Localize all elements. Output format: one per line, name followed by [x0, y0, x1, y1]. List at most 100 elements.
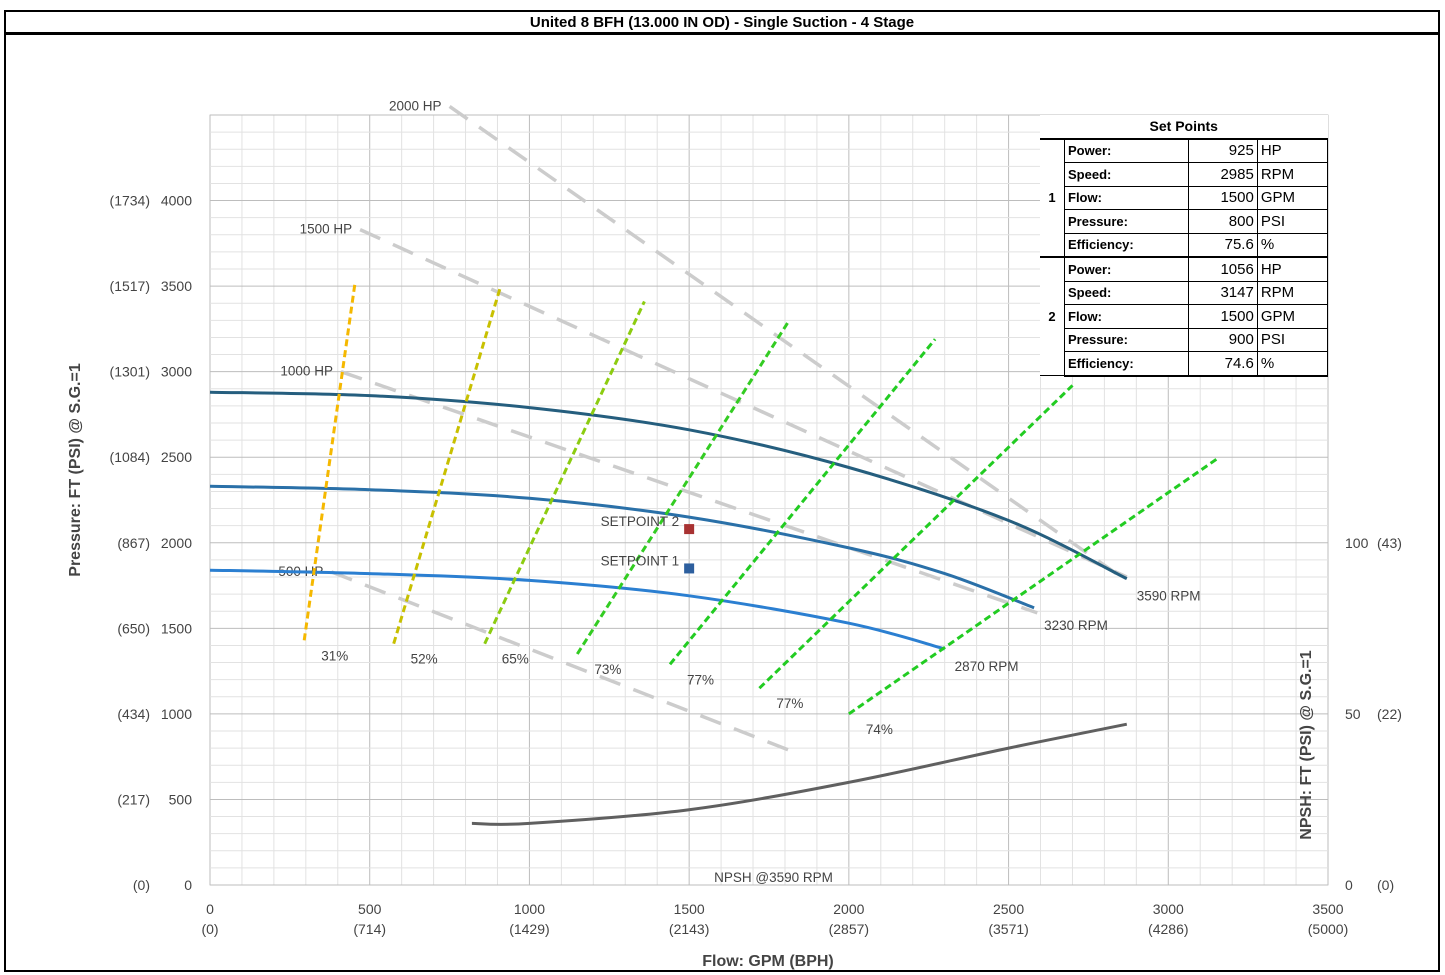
efficiency-line — [483, 300, 646, 645]
hp-line-label: 1500 HP — [300, 222, 353, 237]
speed-curve-label: 3590 RPM — [1137, 589, 1201, 604]
npsh-curve: NPSH @3590 RPM — [471, 722, 1128, 885]
y2-tick-sublabel: (0) — [1377, 877, 1394, 893]
x-tick-label: 2500 — [993, 901, 1024, 917]
set-point-value: 1500 — [1188, 185, 1258, 210]
hp-line — [359, 228, 1128, 579]
x-tick-sublabel: (4286) — [1148, 921, 1188, 937]
efficiency-line — [758, 384, 1074, 690]
x-tick-label: 1000 — [514, 901, 545, 917]
set-point-label: Speed: — [1064, 162, 1189, 187]
speed-curve — [209, 568, 946, 651]
x-tick-label: 3000 — [1153, 901, 1184, 917]
speed-curve — [209, 484, 1035, 610]
x-tick-sublabel: (0) — [201, 921, 218, 937]
speed-curve-label: 2870 RPM — [955, 659, 1019, 674]
efficiency-line-label: 65% — [502, 652, 529, 667]
set-points-row: Efficiency: 74.6% — [1040, 351, 1329, 377]
x-tick-sublabel: (1429) — [509, 921, 549, 937]
set-point-unit: RPM — [1256, 280, 1329, 305]
efficiency-line — [302, 280, 357, 641]
y-tick-sublabel: (650) — [117, 620, 150, 636]
x-tick-sublabel: (2143) — [669, 921, 709, 937]
set-point-unit: PSI — [1256, 209, 1329, 234]
setpoint-markers: SETPOINT 1 SETPOINT 2 — [601, 514, 695, 574]
set-point-unit: GPM — [1256, 185, 1329, 210]
x-tick-sublabel: (714) — [353, 921, 386, 937]
set-point-label: Flow: — [1064, 185, 1189, 210]
y-tick-label: 2000 — [161, 535, 192, 551]
set-point-unit: GPM — [1256, 304, 1329, 329]
set-point-unit: PSI — [1256, 327, 1329, 352]
x-tick-sublabel: (3571) — [988, 921, 1028, 937]
set-point-label: Speed: — [1064, 280, 1189, 305]
set-point-label: Pressure: — [1064, 209, 1189, 234]
y-tick-label: 500 — [169, 791, 193, 807]
y-axis-label: Pressure: FT (PSI) @ S.G.=1 — [67, 363, 84, 577]
speed-curve — [209, 390, 1128, 581]
setpoint-label: SETPOINT 1 — [601, 553, 680, 568]
y-tick-label: 4000 — [161, 193, 192, 209]
y2-tick-label: 50 — [1345, 706, 1361, 722]
npsh-line — [471, 722, 1128, 826]
efficiency-lines: 31% 52% 65% 73% 77% 77% 74% — [302, 280, 1221, 737]
set-point-label: Power: — [1064, 256, 1189, 282]
y-tick-label: 1500 — [161, 620, 192, 636]
y-tick-label: 1000 — [161, 706, 192, 722]
set-point-unit: % — [1256, 351, 1329, 377]
set-point-unit: % — [1256, 232, 1329, 258]
y-tick-label: 0 — [184, 877, 192, 893]
set-point-label: Pressure: — [1064, 327, 1189, 352]
set-point-unit: HP — [1256, 138, 1329, 163]
set-point-value: 1056 — [1188, 256, 1258, 282]
set-point-label: Power: — [1064, 138, 1189, 163]
set-point-value: 900 — [1188, 327, 1258, 352]
y-tick-sublabel: (1084) — [110, 449, 150, 465]
set-points-row: Speed: 3147 RPM — [1040, 280, 1329, 305]
efficiency-line-label: 52% — [411, 652, 438, 667]
set-points-row: 2 Power: 1056 HP — [1040, 256, 1329, 376]
y-tick-sublabel: (434) — [117, 706, 150, 722]
set-points-row: Efficiency: 75.6% — [1040, 232, 1329, 258]
set-point-group-id: 2 — [1040, 256, 1065, 376]
y2-tick-label: 100 — [1345, 535, 1369, 551]
set-point-value: 2985 — [1188, 162, 1258, 187]
set-point-unit: HP — [1256, 256, 1329, 282]
x-tick-label: 0 — [206, 901, 214, 917]
set-points-row: Flow: 1500 GPM — [1040, 185, 1329, 210]
setpoint-label: SETPOINT 2 — [601, 514, 680, 529]
efficiency-line-label: 74% — [866, 722, 893, 737]
x-tick-sublabel: (2857) — [829, 921, 869, 937]
set-point-value: 3147 — [1188, 280, 1258, 305]
set-points-row: Flow: 1500 GPM — [1040, 304, 1329, 329]
y-tick-sublabel: (1734) — [110, 193, 150, 209]
x-tick-sublabel: (5000) — [1308, 921, 1348, 937]
set-points-row: Pressure: 900 PSI — [1040, 327, 1329, 352]
set-point-label: Flow: — [1064, 304, 1189, 329]
hp-line — [340, 370, 1038, 615]
set-points-title: Set Points — [1040, 115, 1328, 140]
efficiency-line-label: 73% — [594, 662, 621, 677]
axis-ticks: 0(0)500(714)1000(1429)1500(2143)2000(285… — [110, 193, 1402, 937]
y-tick-sublabel: (217) — [117, 791, 150, 807]
efficiency-line-label: 77% — [776, 696, 803, 711]
x-tick-label: 500 — [358, 901, 382, 917]
set-points-row: Speed: 2985 RPM — [1040, 162, 1329, 187]
y2-axis-label: NPSH: FT (PSI) @ S.G.=1 — [1298, 650, 1315, 840]
set-point-value: 800 — [1188, 209, 1258, 234]
efficiency-line — [392, 285, 503, 645]
set-point-value: 925 — [1188, 138, 1258, 163]
x-tick-label: 3500 — [1312, 901, 1343, 917]
set-point-value: 1500 — [1188, 304, 1258, 329]
y-tick-label: 2500 — [161, 449, 192, 465]
hp-line-label: 1000 HP — [280, 364, 333, 379]
efficiency-line-label: 77% — [687, 672, 714, 687]
y-tick-sublabel: (1301) — [110, 364, 150, 380]
speed-curve-label: 3230 RPM — [1044, 618, 1108, 633]
y2-tick-sublabel: (43) — [1377, 535, 1402, 551]
y-tick-label: 3500 — [161, 278, 192, 294]
set-point-value: 75.6 — [1188, 232, 1258, 258]
set-point-label: Efficiency: — [1064, 232, 1189, 258]
hp-line — [448, 104, 1125, 581]
y2-tick-sublabel: (22) — [1377, 706, 1402, 722]
